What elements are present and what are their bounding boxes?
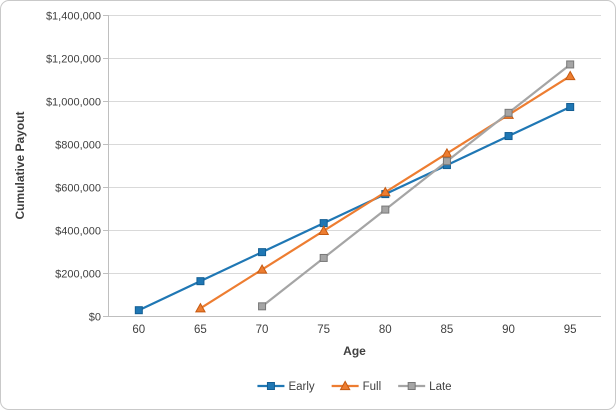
x-axis-label: 95 <box>564 324 577 336</box>
early-marker <box>566 103 575 112</box>
x-axis-label: 80 <box>379 324 392 336</box>
early-marker <box>266 382 275 390</box>
late-marker <box>407 382 416 390</box>
x-axis-labels: 60 65 70 75 80 85 90 95 <box>132 324 576 336</box>
y-axis-label: $1,400,000 <box>46 11 101 23</box>
y-axis-title: Cumulative Payout <box>13 111 27 219</box>
x-axis-label: 65 <box>194 324 207 336</box>
x-axis-label: 85 <box>441 324 454 336</box>
full-marker <box>379 186 391 197</box>
full-marker <box>194 302 206 313</box>
x-axis-label: 60 <box>132 324 145 336</box>
late-marker <box>566 60 575 69</box>
series-late <box>258 60 575 311</box>
early-marker <box>134 306 143 315</box>
late-marker <box>381 205 390 214</box>
legend-item-early: Early <box>257 381 315 393</box>
full-marker <box>339 380 351 391</box>
y-axis-ticks <box>103 15 108 317</box>
x-axis-label: 70 <box>256 324 269 336</box>
y-axis-label: $600,000 <box>55 183 101 195</box>
late-marker <box>319 253 328 262</box>
x-axis-label: 75 <box>317 324 330 336</box>
late-marker <box>504 108 513 117</box>
full-marker <box>318 225 330 235</box>
y-axis-label: $1,200,000 <box>46 54 101 66</box>
full-marker <box>564 70 576 81</box>
late-marker <box>442 157 451 166</box>
series-full <box>194 70 576 313</box>
x-axis-title: Age <box>343 344 366 358</box>
late-marker <box>258 302 267 311</box>
series-early <box>134 103 575 315</box>
legend-item-late: Late <box>398 381 452 393</box>
gridlines <box>108 15 601 274</box>
late-line <box>260 63 572 308</box>
y-axis-label: $0 <box>89 312 101 324</box>
y-axis-label: $1,000,000 <box>46 97 101 109</box>
early-marker <box>504 132 513 141</box>
y-axis-label: $400,000 <box>55 226 101 238</box>
legend-label: Full <box>363 381 382 393</box>
y-axis-label: $200,000 <box>55 269 101 281</box>
early-marker <box>196 277 205 286</box>
early-line <box>137 105 572 312</box>
x-axis-label: 90 <box>502 324 515 336</box>
y-axis-labels: $0 $200,000 $400,000 $600,000 $800,000 $1,000… <box>46 11 101 324</box>
early-marker <box>258 248 267 257</box>
full-marker <box>256 263 268 274</box>
full-marker <box>441 147 453 158</box>
legend-label: Early <box>288 381 314 393</box>
legend-label: Late <box>429 381 451 393</box>
legend-item-full: Full <box>331 380 382 393</box>
y-axis-label: $800,000 <box>55 140 101 152</box>
legend: Early Full Late <box>257 380 452 393</box>
